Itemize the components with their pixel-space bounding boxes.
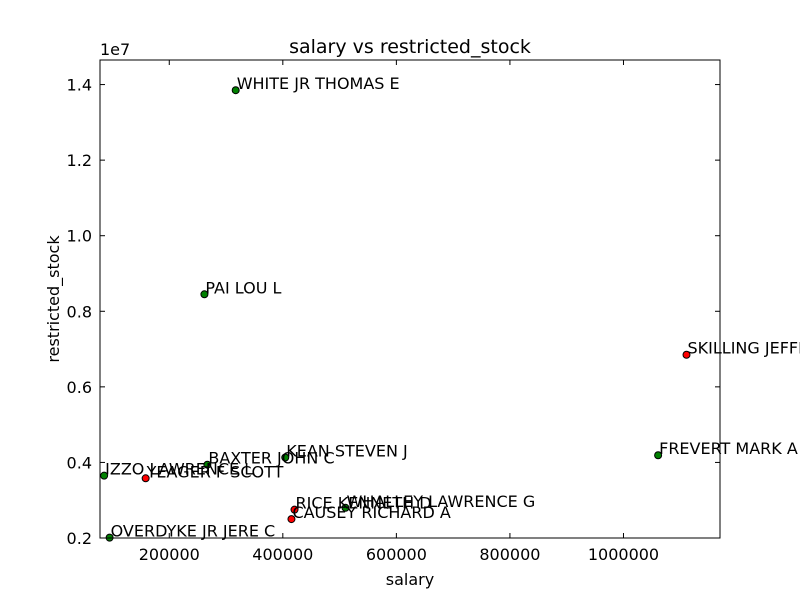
x-tick-label: 400000 bbox=[252, 545, 313, 564]
y-axis-title: restricted_stock bbox=[44, 235, 64, 363]
point-label: WHALLEY LAWRENCE G bbox=[347, 492, 536, 511]
y-tick-label: 0.8 bbox=[67, 302, 92, 321]
scatter-point bbox=[231, 86, 240, 95]
point-label: WHITE JR THOMAS E bbox=[237, 74, 400, 93]
point-label: FREVERT MARK A bbox=[659, 439, 798, 458]
y-tick-label: 0.2 bbox=[67, 529, 92, 548]
x-tick-label: 800000 bbox=[479, 545, 540, 564]
axis-ticks: 200000 400000 600000 800000 1000000 0.2 0.4 0.6… bbox=[67, 60, 720, 564]
scatter-point bbox=[281, 453, 290, 462]
y-tick-label: 0.4 bbox=[67, 453, 92, 472]
point-label: SKILLING JEFFREY K bbox=[688, 339, 800, 358]
x-tick-label: 200000 bbox=[139, 545, 200, 564]
scatter-point bbox=[203, 460, 212, 469]
chart-title: salary vs restricted_stock bbox=[289, 36, 531, 58]
x-tick-label: 1000000 bbox=[588, 545, 659, 564]
scatter-point bbox=[287, 515, 296, 524]
point-label: KEAN STEVEN J bbox=[286, 442, 407, 461]
y-tick-label: 1.0 bbox=[67, 227, 92, 246]
y-scale-label: 1e7 bbox=[100, 40, 130, 59]
y-tick-label: 0.6 bbox=[67, 378, 92, 397]
scatter-point bbox=[341, 503, 350, 512]
point-label: YEAGER F SCOTT bbox=[146, 462, 284, 481]
y-tick-label: 1.4 bbox=[67, 76, 92, 95]
scatter-point bbox=[290, 505, 299, 514]
x-axis-title: salary bbox=[386, 570, 434, 589]
point-label: OVERDYKE JR JERE C bbox=[111, 522, 276, 541]
scatter-point bbox=[141, 474, 150, 483]
point-label: BAXTER JOHN C bbox=[208, 449, 334, 468]
x-tick-label: 600000 bbox=[366, 545, 427, 564]
point-label: IZZO LAWRENCE L bbox=[105, 460, 253, 479]
scatter-point bbox=[654, 451, 663, 460]
scatter-point bbox=[100, 471, 109, 480]
point-label: CAUSEY RICHARD A bbox=[292, 503, 450, 522]
point-labels: WHITE JR THOMAS E PAI LOU L SKILLING JEFFR… bbox=[105, 74, 800, 540]
scatter-point bbox=[200, 290, 209, 299]
point-label: PAI LOU L bbox=[205, 278, 281, 297]
scatter-point bbox=[682, 350, 691, 359]
plot-frame bbox=[99, 59, 721, 539]
scatter-points bbox=[100, 86, 691, 542]
point-label: RICE KENNETH D bbox=[296, 494, 432, 513]
y-tick-label: 1.2 bbox=[67, 151, 92, 170]
